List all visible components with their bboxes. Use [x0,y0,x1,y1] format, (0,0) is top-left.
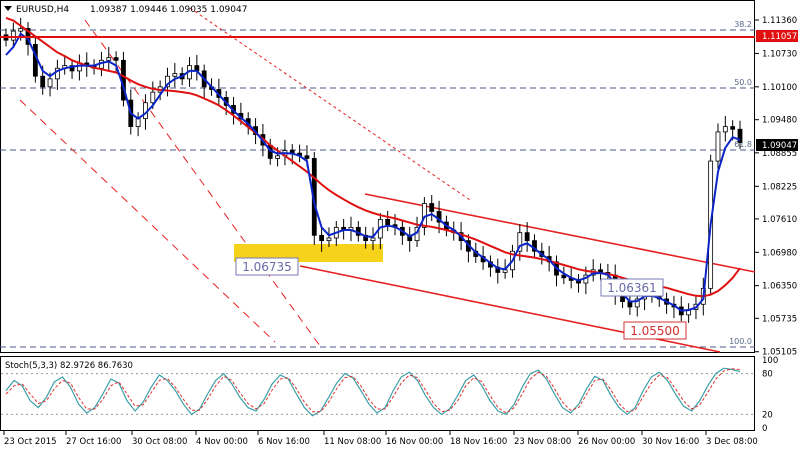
time-axis: 23 Oct 2015 27 Oct 16:00 30 Oct 08:00 4 Nov… [3,431,758,447]
time-tick-label: 23 Oct 2015 [4,437,57,447]
price-tick-label: 1.10730 [762,49,797,59]
candle-body [429,203,435,212]
time-tick-label: 11 Nov 08:00 [324,437,381,447]
stoch-axis: 100 80 20 0 [762,356,778,434]
time-tick-label: 18 Nov 16:00 [450,437,507,447]
candle-body [135,118,141,128]
price-tick-label: 1.07610 [762,215,797,225]
label-box-1 [235,257,299,276]
candle-body [106,57,112,61]
current-price-tag-text: 1.09047 [762,141,797,151]
time-tick-label: 6 Nov 16:00 [258,437,310,447]
candle-body [40,75,46,88]
time-tick-label: 3 Dec 08:00 [706,437,758,447]
price-tick-label: 1.08855 [762,149,797,159]
time-tick-label: 16 Nov 00:00 [386,437,443,447]
candle-body [150,91,156,104]
fib-label: 100.0 [729,337,752,346]
candle-body [165,75,170,88]
price-tick-label: 1.06980 [762,248,797,258]
label-box-3 [623,321,687,340]
stoch-signal-line [5,368,741,414]
price-tick-label: 1.09480 [762,116,797,126]
candle-body [18,28,24,32]
label-box-2 [600,278,664,297]
price-tick-label: 1.05735 [762,314,797,324]
price-tick-label: 1.06350 [762,282,797,292]
main-pane-frame [0,0,755,353]
candle-body [561,274,567,279]
slow-moving-average-line [5,16,741,298]
candle-body [47,78,53,88]
price-axis: 1.11360 1.10730 1.10100 1.09480 1.08855 1.082… [755,16,797,358]
stoch-tick-label: 20 [762,410,773,420]
candle-body [10,30,16,41]
candle-body [172,73,178,77]
candle-body [634,298,640,308]
candle-body [275,155,280,159]
time-tick-label: 27 Oct 16:00 [66,437,121,447]
candle-body [715,131,721,162]
candle-body [113,57,119,61]
candle-body [319,234,325,242]
price-tick-label: 1.08225 [762,182,797,192]
time-tick-label: 30 Nov 16:00 [642,437,699,447]
time-tick-label: 26 Nov 00:00 [578,437,635,447]
indicator-pane-frame [0,356,755,431]
candle-body [385,219,391,226]
mid-label: 1.06361 [607,281,657,295]
time-tick-label: 30 Oct 08:00 [132,437,187,447]
time-tick-label: 23 Nov 08:00 [514,437,571,447]
candle-body [737,128,743,143]
current-price-tag [756,139,798,151]
dropdown-triangle-icon[interactable] [4,6,12,11]
price-tick-label: 1.05105 [762,348,797,358]
candle-body [517,232,523,252]
symbol-label: EURUSD,H4 [16,5,69,15]
candle-body [722,126,728,133]
fib-label: 50.0 [734,78,752,87]
box-low-label: 1.06735 [242,260,292,274]
fib-label: 61.8 [734,140,752,149]
dashed-trend-outer [19,99,276,343]
red-price-tag-text: 1.11057 [762,32,797,42]
price-tick-label: 1.10100 [762,83,797,93]
stoch-tick-label: 80 [762,370,773,380]
red-price-tag [756,30,798,42]
candle-body [524,232,530,242]
price-tick-label: 1.11360 [762,16,797,26]
candle-body [69,65,75,72]
low-label: 1.05500 [630,324,680,338]
stoch-label: Stoch(5,3,3) 82.9726 86.7630 [5,361,133,371]
dotted-trend [189,7,471,201]
ohlc-readout: 1.09387 1.09446 1.09035 1.09047 [90,5,247,15]
candle-body [730,126,736,130]
candle-body [326,237,332,242]
stoch-tick-label: 0 [762,424,767,434]
stoch-tick-label: 100 [762,356,778,366]
stoch-main-line [5,367,741,417]
candle-body [304,155,310,159]
fib-label: 38.2 [734,20,752,29]
dashed-trend-inner [84,19,321,347]
stochastic-oscillator [1,367,754,417]
time-tick-label: 4 Nov 00:00 [196,437,248,447]
candle-body [370,237,376,242]
